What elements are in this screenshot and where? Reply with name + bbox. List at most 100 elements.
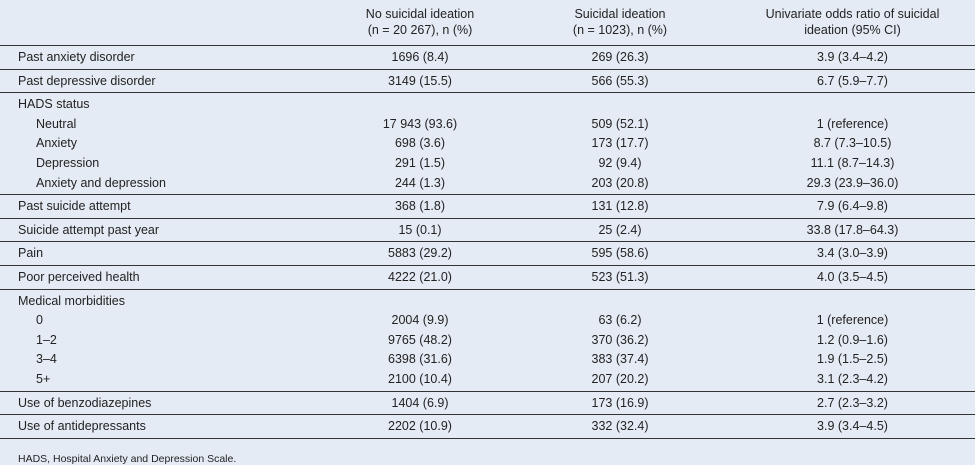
cell: 173 (17.7) — [591, 136, 649, 151]
row-label: Past suicide attempt — [18, 199, 131, 214]
cell: 4.0 (3.5–4.5) — [817, 269, 888, 284]
row-group: Use of antidepressants 2202 (10.9) 332 (32… — [0, 414, 975, 438]
cell: 1 (reference) — [816, 116, 889, 131]
cell-empty — [510, 93, 730, 115]
cell: 4222 (21.0) — [388, 269, 452, 284]
cell: 509 (52.1) — [591, 116, 649, 131]
footnote: HADS, Hospital Anxiety and Depression Sc… — [0, 437, 975, 465]
header-cell: Univariate odds ratio of suicidal ideatio… — [730, 0, 975, 46]
row-label: Anxiety and depression — [36, 175, 166, 190]
header-line: (n = 1023), n (%) — [572, 23, 668, 37]
row-label: Medical morbidities — [18, 293, 125, 308]
cell: 3.4 (3.0–3.9) — [817, 246, 888, 261]
row-label: Use of antidepressants — [18, 419, 146, 434]
row-label: Depression — [36, 155, 100, 170]
cell: 29.3 (23.9–36.0) — [806, 175, 899, 190]
header-line: Suicidal ideation — [574, 7, 666, 21]
cell: 1696 (8.4) — [391, 50, 449, 64]
row-label: Poor perceived health — [18, 269, 140, 284]
cell: 92 (9.4) — [598, 155, 642, 170]
cell: 244 (1.3) — [394, 175, 446, 190]
table-row: Use of benzodiazepines 1404 (6.9) 173 (16.… — [0, 391, 975, 415]
row-group: Past anxiety disorder 1696 (8.4) 269 (26.3… — [0, 45, 975, 70]
cell: 523 (51.3) — [591, 269, 649, 284]
row-label: Past depressive disorder — [18, 73, 156, 88]
cell: 698 (3.6) — [394, 136, 446, 151]
cell: 383 (37.4) — [591, 352, 649, 367]
header-cell: No suicidal ideation (n = 20 267), n (%) — [330, 0, 510, 46]
cell: 6.7 (5.9–7.7) — [817, 73, 888, 88]
cell: 291 (1.5) — [394, 155, 446, 170]
row-label: HADS status — [18, 97, 90, 112]
table-row: Poor perceived health 4222 (21.0) 523 (51.… — [0, 265, 975, 289]
table-row: Depression 291 (1.5) 92 (9.4) 11.1 (8.7–14.… — [0, 154, 975, 174]
row-label: 1–2 — [36, 332, 57, 347]
table-row: Use of antidepressants 2202 (10.9) 332 (32… — [0, 415, 975, 438]
data-table: No suicidal ideation (n = 20 267), n (%) S… — [0, 0, 975, 438]
table-header: No suicidal ideation (n = 20 267), n (%) S… — [0, 0, 975, 46]
table-row: Past anxiety disorder 1696 (8.4) 269 (26.3… — [0, 46, 975, 70]
row-label: Neutral — [36, 116, 77, 131]
cell: 25 (2.4) — [598, 222, 642, 237]
row-label: 5+ — [36, 371, 51, 386]
cell: 566 (55.3) — [591, 73, 649, 88]
cell: 6398 (31.6) — [388, 352, 452, 367]
cell: 207 (20.2) — [591, 371, 649, 386]
cell: 3.1 (2.3–4.2) — [817, 371, 888, 386]
cell-empty — [330, 289, 510, 311]
header-line: (n = 20 267), n (%) — [367, 23, 473, 37]
row-label: Suicide attempt past year — [18, 222, 160, 237]
cell: 131 (12.8) — [591, 199, 649, 214]
table-row: 0 2004 (9.9) 63 (6.2) 1 (reference) — [0, 311, 975, 331]
row-group: Medical morbidities 0 2004 (9.9) 63 (6.2) 1 … — [0, 289, 975, 391]
table-row: Pain 5883 (29.2) 595 (58.6) 3.4 (3.0–3.9) — [0, 242, 975, 266]
cell-empty — [730, 289, 975, 311]
cell: 3.9 (3.4–4.2) — [817, 50, 888, 64]
row-group: Suicide attempt past year 15 (0.1) 25 (2.4… — [0, 218, 975, 242]
cell: 1404 (6.9) — [391, 395, 449, 410]
row-label: Pain — [18, 246, 44, 261]
table-row: 1–2 9765 (48.2) 370 (36.2) 1.2 (0.9–1.6) — [0, 331, 975, 351]
cell: 1.9 (1.5–2.5) — [817, 352, 888, 367]
cell: 2202 (10.9) — [388, 419, 452, 434]
row-group: Pain 5883 (29.2) 595 (58.6) 3.4 (3.0–3.9) — [0, 241, 975, 266]
row-group: Poor perceived health 4222 (21.0) 523 (51.… — [0, 265, 975, 289]
cell: 203 (20.8) — [591, 175, 649, 190]
cell: 1.2 (0.9–1.6) — [817, 332, 888, 347]
cell: 17 943 (93.6) — [382, 116, 458, 131]
cell: 1 (reference) — [816, 313, 889, 328]
header-line: No suicidal ideation — [365, 7, 475, 21]
cell-empty — [730, 93, 975, 115]
header-cell — [0, 0, 330, 46]
cell: 15 (0.1) — [398, 222, 442, 237]
table-row: Medical morbidities — [0, 289, 975, 311]
cell: 3.9 (3.4–4.5) — [817, 419, 888, 434]
header-row: No suicidal ideation (n = 20 267), n (%) S… — [0, 0, 975, 46]
cell: 63 (6.2) — [598, 313, 642, 328]
row-group: HADS status Neutral 17 943 (93.6) 509 (52.1… — [0, 92, 975, 195]
table-row: Past suicide attempt 368 (1.8) 131 (12.8) 7… — [0, 195, 975, 219]
table-row: 5+ 2100 (10.4) 207 (20.2) 3.1 (2.3–4.2) — [0, 370, 975, 391]
row-group: Use of benzodiazepines 1404 (6.9) 173 (16.… — [0, 391, 975, 415]
table-row: Anxiety 698 (3.6) 173 (17.7) 8.7 (7.3–10.5) — [0, 134, 975, 154]
cell: 332 (32.4) — [591, 419, 649, 434]
cell: 7.9 (6.4–9.8) — [817, 199, 888, 214]
cell: 11.1 (8.7–14.3) — [810, 155, 895, 170]
table-row: Suicide attempt past year 15 (0.1) 25 (2.4… — [0, 218, 975, 242]
row-label: Use of benzodiazepines — [18, 395, 152, 410]
cell-empty — [330, 93, 510, 115]
row-label: Anxiety — [36, 136, 77, 151]
cell: 368 (1.8) — [394, 199, 446, 214]
table-row: Anxiety and depression 244 (1.3) 203 (20.8… — [0, 174, 975, 195]
cell: 2.7 (2.3–3.2) — [817, 395, 888, 410]
cell: 370 (36.2) — [591, 332, 649, 347]
row-label: Past anxiety disorder — [18, 50, 135, 64]
cell: 2100 (10.4) — [388, 371, 452, 386]
cell-empty — [510, 289, 730, 311]
header-line: ideation (95% CI) — [804, 23, 901, 37]
header-cell: Suicidal ideation (n = 1023), n (%) — [510, 0, 730, 46]
cell: 269 (26.3) — [591, 50, 649, 64]
row-group: Past depressive disorder 3149 (15.5) 566 (… — [0, 69, 975, 93]
cell: 33.8 (17.8–64.3) — [806, 222, 899, 237]
